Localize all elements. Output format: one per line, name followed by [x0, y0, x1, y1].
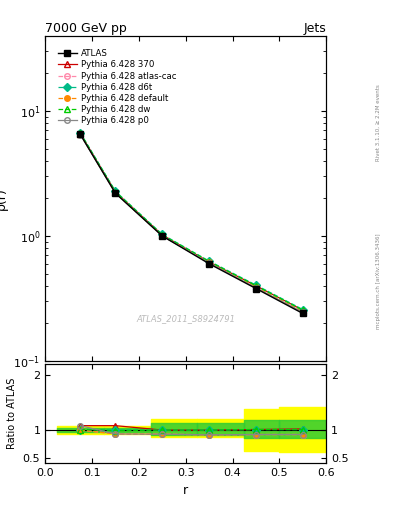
- Line: Pythia 6.428 default: Pythia 6.428 default: [77, 132, 305, 315]
- Pythia 6.428 d6t: [113, 188, 118, 195]
- Text: Jets: Jets: [303, 22, 326, 35]
- Text: ATLAS_2011_S8924791: ATLAS_2011_S8924791: [136, 314, 235, 323]
- Text: Rivet 3.1.10, ≥ 2.2M events: Rivet 3.1.10, ≥ 2.2M events: [376, 84, 380, 161]
- ATLAS: [113, 190, 118, 196]
- Pythia 6.428 atlas-cac: [253, 284, 258, 290]
- Pythia 6.428 p0: [253, 285, 258, 291]
- Pythia 6.428 atlas-cac: [113, 189, 118, 196]
- Pythia 6.428 atlas-cac: [300, 309, 305, 315]
- ATLAS: [160, 233, 165, 239]
- Pythia 6.428 d6t: [160, 231, 165, 238]
- Line: Pythia 6.428 atlas-cac: Pythia 6.428 atlas-cac: [77, 131, 305, 314]
- Pythia 6.428 dw: [78, 130, 83, 136]
- Pythia 6.428 p0: [78, 132, 83, 138]
- Pythia 6.428 default: [207, 259, 211, 265]
- ATLAS: [300, 310, 305, 316]
- Pythia 6.428 atlas-cac: [160, 232, 165, 239]
- Legend: ATLAS, Pythia 6.428 370, Pythia 6.428 atlas-cac, Pythia 6.428 d6t, Pythia 6.428 : ATLAS, Pythia 6.428 370, Pythia 6.428 at…: [55, 47, 179, 127]
- ATLAS: [207, 261, 211, 267]
- Line: Pythia 6.428 p0: Pythia 6.428 p0: [77, 132, 305, 315]
- X-axis label: r: r: [183, 484, 188, 497]
- Pythia 6.428 p0: [300, 309, 305, 315]
- Pythia 6.428 d6t: [300, 307, 305, 313]
- Pythia 6.428 370: [78, 131, 83, 137]
- Line: Pythia 6.428 dw: Pythia 6.428 dw: [77, 131, 305, 313]
- Line: Pythia 6.428 370: Pythia 6.428 370: [77, 131, 305, 313]
- Pythia 6.428 dw: [160, 232, 165, 238]
- Pythia 6.428 default: [113, 190, 118, 196]
- Text: mcplots.cern.ch [arXiv:1306.3436]: mcplots.cern.ch [arXiv:1306.3436]: [376, 234, 380, 329]
- Pythia 6.428 d6t: [253, 282, 258, 288]
- Pythia 6.428 dw: [113, 189, 118, 195]
- Pythia 6.428 370: [253, 283, 258, 289]
- Pythia 6.428 370: [160, 232, 165, 238]
- Pythia 6.428 dw: [300, 307, 305, 313]
- Pythia 6.428 370: [113, 189, 118, 195]
- Pythia 6.428 370: [300, 307, 305, 313]
- Line: ATLAS: ATLAS: [77, 132, 305, 316]
- Pythia 6.428 370: [207, 259, 211, 265]
- Text: 7000 GeV pp: 7000 GeV pp: [45, 22, 127, 35]
- Pythia 6.428 dw: [253, 283, 258, 289]
- Pythia 6.428 default: [300, 309, 305, 315]
- Pythia 6.428 p0: [113, 190, 118, 196]
- Pythia 6.428 p0: [207, 260, 211, 266]
- Pythia 6.428 default: [253, 284, 258, 290]
- Pythia 6.428 default: [160, 232, 165, 239]
- ATLAS: [253, 286, 258, 292]
- Pythia 6.428 default: [78, 131, 83, 137]
- Pythia 6.428 atlas-cac: [207, 259, 211, 265]
- Pythia 6.428 p0: [160, 233, 165, 239]
- Y-axis label: ρ(r): ρ(r): [0, 187, 8, 210]
- Line: Pythia 6.428 d6t: Pythia 6.428 d6t: [77, 130, 305, 312]
- Y-axis label: Ratio to ATLAS: Ratio to ATLAS: [7, 378, 17, 449]
- Pythia 6.428 d6t: [207, 258, 211, 264]
- Pythia 6.428 d6t: [78, 130, 83, 136]
- ATLAS: [78, 132, 83, 138]
- Pythia 6.428 dw: [207, 259, 211, 265]
- Pythia 6.428 atlas-cac: [78, 131, 83, 137]
